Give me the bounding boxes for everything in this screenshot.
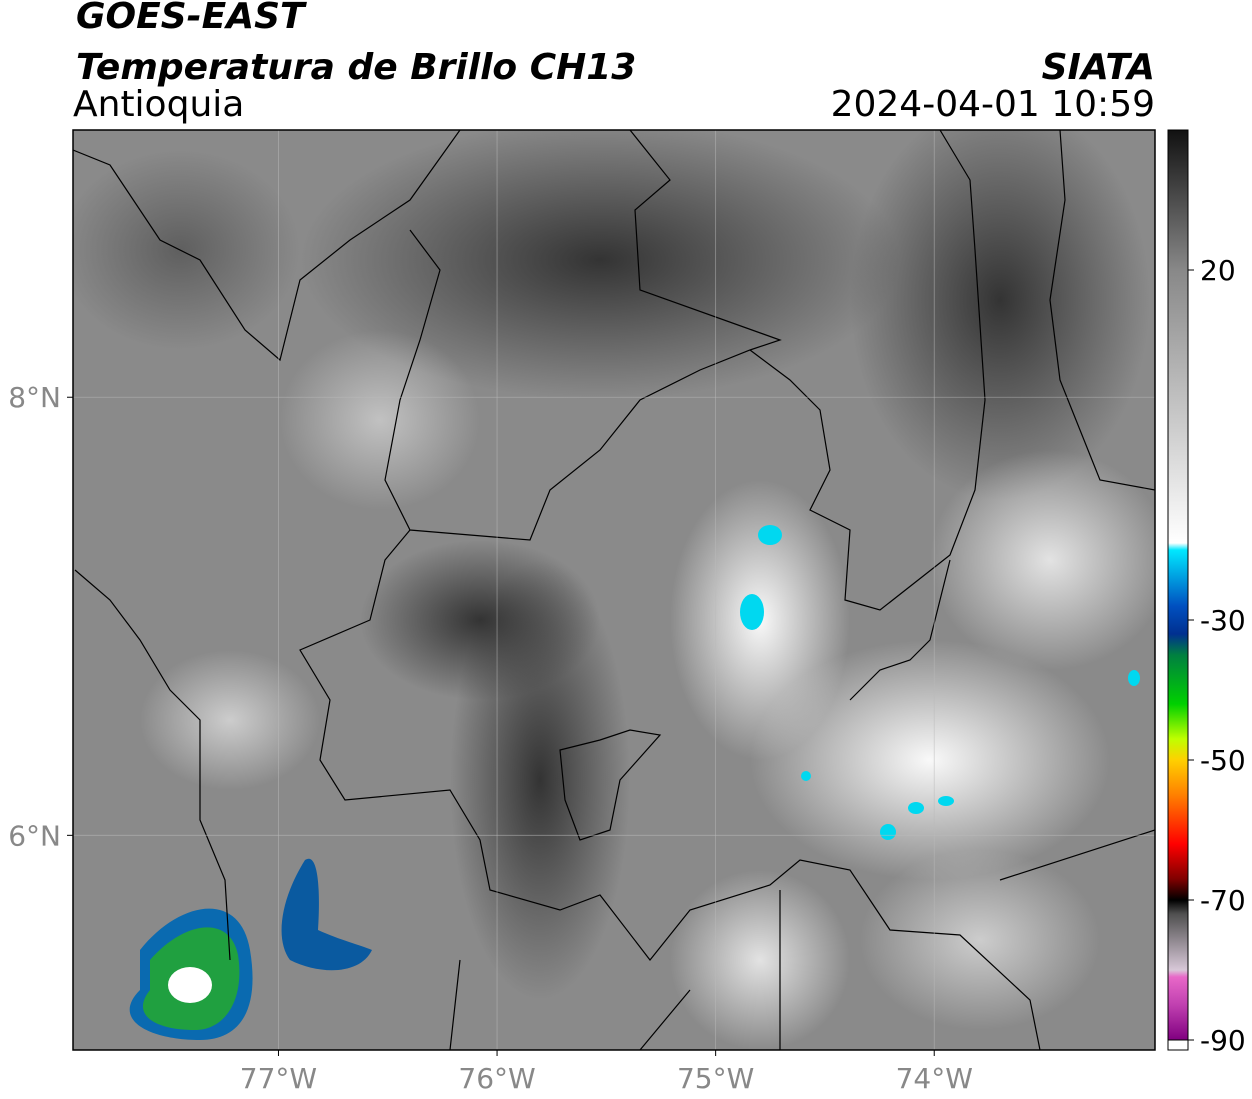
- x-tick-label: 75°W: [677, 1062, 754, 1095]
- source: SIATA: [1042, 47, 1155, 88]
- x-tick-label: 76°W: [458, 1062, 535, 1095]
- colorbar-extension: [1167, 1039, 1189, 1051]
- y-tick-label: 8°N: [8, 381, 61, 414]
- colorbar-tick-label: -30: [1200, 604, 1246, 637]
- colorbar-bar: [1167, 129, 1189, 1041]
- colorbar-tick-label: -90: [1200, 1024, 1246, 1057]
- x-tick-label: 74°W: [896, 1062, 973, 1095]
- y-tick-label: 6°N: [8, 819, 61, 852]
- region: Antioquia: [73, 84, 244, 125]
- subtitle: Temperatura de Brillo CH13: [76, 47, 636, 88]
- colorbar-tick-label: -70: [1200, 884, 1246, 917]
- map-frame: [72, 129, 1156, 1051]
- title: GOES-EAST: [76, 0, 307, 37]
- datetime: 2024-04-01 10:59: [831, 84, 1155, 125]
- colorbar: -90 -70 -50 -30 20: [1167, 129, 1246, 1057]
- map-image: [73, 130, 1155, 1050]
- x-tick-label: 77°W: [240, 1062, 317, 1095]
- colorbar-tick-label: 20: [1200, 254, 1236, 287]
- colorbar-tick-label: -50: [1200, 744, 1246, 777]
